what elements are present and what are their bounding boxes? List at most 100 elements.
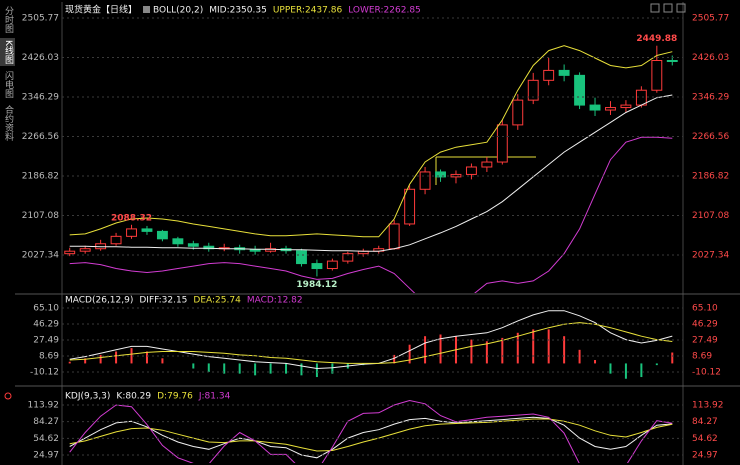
y-tick-label: 2266.56 [22, 132, 59, 142]
tab[interactable]: 合约资料 [3, 104, 13, 141]
candle-body [156, 230, 168, 240]
y-tick-label: 24.97 [692, 450, 718, 460]
indicator-line [69, 418, 673, 452]
candle-body [635, 89, 647, 106]
candle-body [543, 69, 555, 81]
candle-body [481, 161, 493, 168]
candle-body [558, 69, 570, 76]
tab[interactable]: 闪电图 [3, 70, 13, 98]
header-label: DIFF:32.15 [139, 296, 187, 306]
candle-body [342, 253, 354, 262]
y-tick-label: 84.27 [692, 417, 718, 427]
y-tick-label: 65.10 [692, 304, 718, 314]
header-label: UPPER:2437.86 [273, 6, 343, 16]
candle-body [666, 60, 678, 63]
data-label: 2449.88 [636, 34, 677, 44]
candle-body [404, 188, 416, 225]
indicator-line [69, 399, 673, 463]
y-tick-label: 2346.29 [692, 93, 729, 103]
candle-body [110, 235, 122, 245]
header-label: DEA:25.74 [193, 296, 241, 306]
y-tick-label: 46.29 [692, 320, 718, 330]
y-tick-label: 2426.03 [692, 53, 729, 63]
candle-body [326, 260, 338, 270]
window-icon[interactable] [676, 3, 686, 13]
y-tick-label: 24.97 [33, 450, 59, 460]
y-tick-label: 113.92 [28, 401, 60, 411]
y-tick-label: -10.12 [692, 368, 721, 378]
plot-area [69, 399, 673, 463]
candle-body [126, 228, 137, 237]
y-tick-label: 2186.82 [692, 171, 729, 181]
y-tick-label: 27.49 [692, 336, 718, 346]
candle-body [64, 250, 76, 255]
y-tick-label: 27.49 [33, 336, 59, 346]
candle-body [435, 171, 446, 178]
header-label: D:79.76 [157, 392, 193, 402]
indicator-line [69, 322, 673, 364]
candle-body [620, 104, 632, 109]
candle-body [450, 173, 462, 178]
candle-body [141, 228, 153, 232]
header-label: J:81.34 [198, 392, 231, 402]
candle-body [249, 249, 261, 252]
indicator-line [69, 94, 673, 252]
plot-area [68, 310, 674, 379]
y-tick-label: 8.69 [39, 352, 59, 362]
indicator-line [69, 310, 673, 370]
candle-body [574, 74, 586, 106]
y-tick-label: 2186.82 [22, 171, 59, 181]
sidebar: 分时图 K线图 闪电图 合约资料 [0, 4, 15, 146]
header-label: BOLL(20,2) [153, 6, 203, 16]
candle-body [527, 79, 539, 101]
y-tick-label: -10.12 [30, 368, 59, 378]
candle-body [187, 243, 199, 247]
candle-body [79, 248, 91, 252]
candle-body [651, 60, 663, 91]
y-tick-label: 2266.56 [692, 132, 729, 142]
data-label: 1984.12 [296, 280, 337, 290]
candle-body [605, 107, 616, 111]
y-tick-label: 2346.29 [22, 93, 59, 103]
settings-icon[interactable] [4, 392, 12, 400]
window-icon[interactable] [650, 3, 660, 13]
y-tick-label: 2505.77 [22, 14, 59, 24]
candle-body [311, 263, 323, 270]
indicator-line [69, 45, 673, 238]
header-label: MACD:12.82 [247, 296, 303, 306]
candle-body [203, 245, 215, 250]
y-tick-label: 2107.08 [22, 211, 59, 221]
y-tick-label: 8.69 [692, 352, 712, 362]
candle-body [388, 223, 400, 250]
y-tick-label: 65.10 [33, 304, 59, 314]
window-icon[interactable] [663, 3, 673, 13]
y-tick-label: 2027.34 [22, 250, 59, 260]
candle-body [465, 166, 477, 175]
y-tick-label: 113.92 [692, 401, 724, 411]
header-label: MID:2350.35 [209, 6, 267, 16]
tab[interactable]: 分时图 [3, 6, 13, 33]
candle-body [496, 124, 508, 163]
y-tick-label: 2426.03 [22, 53, 59, 63]
tab[interactable]: K线图 [0, 38, 15, 66]
y-tick-label: 2107.08 [692, 211, 729, 221]
candle-body [589, 104, 601, 111]
indicator-line [69, 136, 673, 293]
candle-body [296, 250, 307, 265]
header-label: K:80.29 [116, 392, 151, 402]
candle-body [172, 238, 184, 245]
y-tick-label: 2505.77 [692, 14, 729, 24]
y-tick-label: 54.62 [692, 434, 718, 444]
header-label: 现货黄金【日线】 [65, 4, 137, 16]
header-label: LOWER:2262.85 [348, 6, 421, 16]
candle-body [512, 99, 524, 126]
y-tick-label: 46.29 [33, 320, 59, 330]
header-label: MACD(26,12,9) [65, 296, 133, 306]
plot-area [64, 45, 678, 293]
y-tick-label: 54.62 [33, 434, 59, 444]
header-label: KDJ(9,3,3) [65, 392, 110, 402]
candle-body [419, 171, 431, 190]
y-tick-label: 2027.34 [692, 250, 729, 260]
